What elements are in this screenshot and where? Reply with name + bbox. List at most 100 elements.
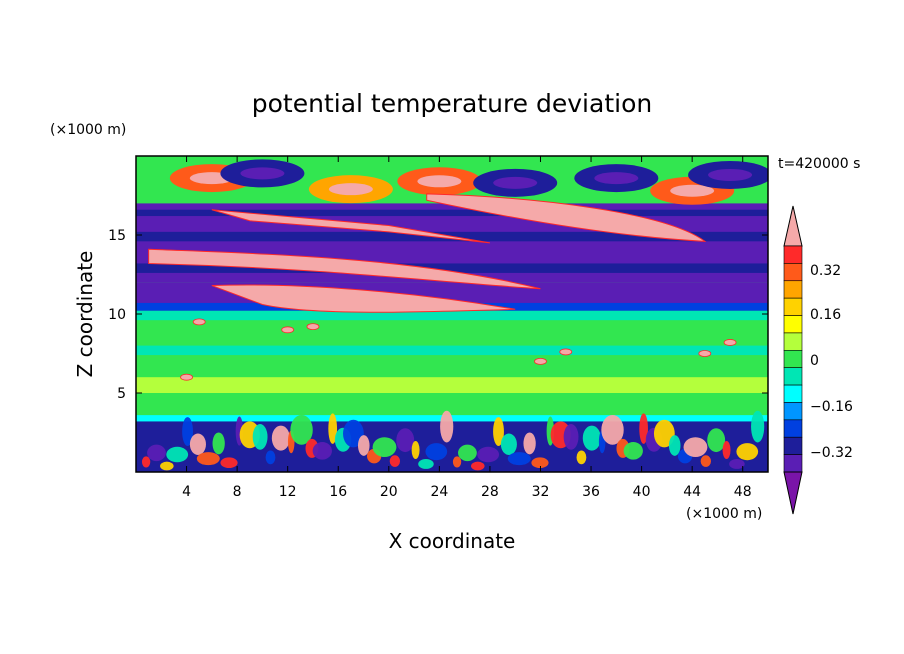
colorbar-box	[783, 297, 803, 316]
turbulent-eddy	[722, 440, 731, 460]
x-tick-label: 28	[481, 484, 499, 500]
wave-core	[240, 167, 285, 180]
colorbar-box	[783, 367, 803, 386]
band-cyan-mid	[136, 345, 768, 356]
colorbar-label: 0.32	[810, 263, 841, 279]
band-stripe-3	[136, 263, 768, 273]
turbulent-eddy	[212, 432, 225, 455]
colorbar	[783, 205, 803, 515]
colorbar-label: −0.16	[810, 399, 853, 415]
turbulent-eddy	[290, 414, 313, 445]
turbulent-eddy	[471, 461, 485, 471]
warm-sheet	[211, 209, 491, 244]
x-tick-label: 16	[329, 484, 347, 500]
colorbar-box	[783, 263, 803, 282]
turbulent-eddy	[523, 432, 536, 455]
colorbar-box	[783, 419, 803, 438]
x-unit-label: (×1000 m)	[686, 506, 762, 522]
y-axis-label: Z coordinate	[73, 251, 97, 378]
turbulent-eddy	[751, 410, 765, 443]
y-axis: 5 10 15	[108, 228, 768, 402]
turbulent-eddy	[477, 446, 500, 463]
x-tick-label: 32	[532, 484, 550, 500]
turbulent-eddy	[563, 423, 579, 450]
warm-patch	[534, 357, 547, 365]
turbulent-eddy	[357, 435, 370, 456]
warm-sheet	[426, 193, 707, 242]
colorbar-box	[783, 454, 803, 473]
warm-sheet	[211, 284, 516, 313]
band-cyan-edge	[136, 310, 768, 321]
turbulent-eddy	[736, 443, 759, 461]
y-tick-label: 10	[108, 307, 126, 323]
y-unit-label: (×1000 m)	[50, 122, 126, 138]
turbulent-eddy	[141, 456, 151, 468]
band-stripe-1	[136, 209, 768, 217]
x-axis: 4 8 12 16 20 24 28 32 36 40 44 48	[182, 156, 752, 500]
x-axis-label: X coordinate	[389, 529, 516, 553]
x-tick-label: 40	[633, 484, 651, 500]
band-yellowgreen	[136, 377, 768, 393]
turbulent-eddy	[312, 442, 332, 460]
turbulent-eddy	[623, 442, 643, 460]
plot-field	[136, 156, 768, 472]
turbulent-eddy	[500, 433, 517, 455]
band-green-mid	[136, 320, 768, 417]
warm-patch	[281, 326, 295, 334]
colorbar-box	[783, 245, 803, 264]
turbulent-eddy	[265, 450, 276, 465]
x-tick-label: 48	[734, 484, 752, 500]
x-tick-label: 24	[430, 484, 448, 500]
x-tick-label: 8	[233, 484, 242, 500]
wave-core	[417, 175, 462, 188]
colorbar-label: 0	[810, 353, 819, 369]
turbulent-eddy	[182, 417, 194, 446]
time-label: t=420000 s	[778, 156, 860, 172]
turbulent-eddy	[576, 450, 587, 465]
turbulent-eddy	[418, 459, 434, 469]
chart-title: potential temperature deviation	[252, 89, 652, 118]
colorbar-box	[783, 384, 803, 403]
warm-patch	[723, 339, 737, 346]
turbulent-eddy	[458, 444, 477, 462]
wave-core	[594, 172, 639, 185]
x-tick-label: 4	[182, 484, 191, 500]
wave-core	[670, 184, 715, 197]
turbulent-eddy	[389, 455, 401, 467]
colorbar-label: −0.32	[810, 445, 853, 461]
colorbar-top-triangle	[783, 205, 803, 247]
colorbar-box	[783, 315, 803, 334]
turbulent-eddy	[196, 452, 220, 466]
turbulent-eddy	[531, 457, 549, 469]
x-tick-label: 44	[683, 484, 701, 500]
turbulent-eddy	[601, 414, 624, 445]
turbulent-eddy	[411, 440, 420, 460]
warm-sheet	[148, 248, 541, 290]
turbulent-eddy	[440, 410, 454, 443]
wave-core	[493, 176, 538, 189]
turbulent-eddy	[372, 437, 397, 458]
turbulent-eddy	[425, 443, 448, 461]
y-tick-label: 5	[117, 386, 126, 402]
x-tick-label: 12	[279, 484, 297, 500]
x-tick-label: 20	[380, 484, 398, 500]
turbulent-eddy	[452, 456, 462, 468]
warm-patch	[306, 323, 320, 331]
colorbar-box	[783, 350, 803, 368]
turbulent-eddy	[220, 457, 238, 469]
y-tick-label: 15	[108, 228, 126, 244]
turbulent-eddy	[166, 446, 189, 463]
turbulent-eddy	[683, 437, 708, 458]
turbulent-eddy	[729, 459, 745, 469]
colorbar-box	[783, 332, 803, 351]
turbulent-eddy	[493, 417, 504, 446]
turbulent-eddy	[252, 423, 268, 450]
turbulent-eddy	[507, 452, 531, 466]
colorbar-box	[783, 280, 803, 299]
turbulent-eddy	[700, 455, 711, 467]
warm-patch	[180, 373, 193, 381]
turbulent-eddy	[582, 425, 601, 451]
turbulent-eddy	[707, 428, 726, 453]
turbulent-eddy	[639, 413, 648, 444]
